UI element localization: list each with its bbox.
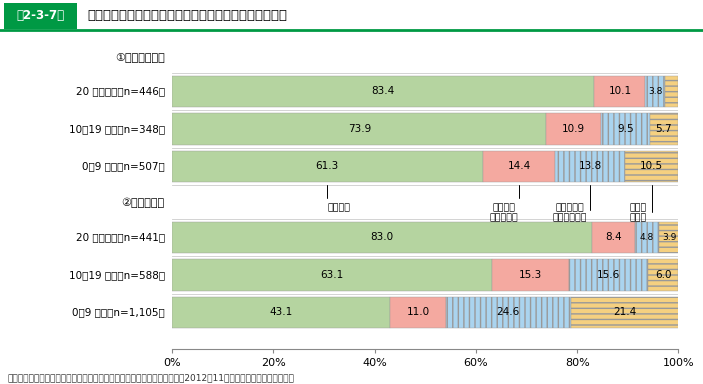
Text: 5.7: 5.7 <box>656 124 672 134</box>
Bar <box>482 151 555 182</box>
Text: 43.1: 43.1 <box>270 308 293 318</box>
Text: 4.8: 4.8 <box>640 233 654 242</box>
Text: 63.1: 63.1 <box>321 270 344 280</box>
Bar <box>659 222 679 253</box>
Bar <box>569 259 648 291</box>
Bar <box>172 151 482 182</box>
Bar <box>594 76 645 107</box>
Text: 3.8: 3.8 <box>648 87 662 96</box>
Text: 0～9 年前（n=507）: 0～9 年前（n=507） <box>82 161 165 171</box>
Bar <box>555 151 625 182</box>
Bar <box>546 113 602 145</box>
Bar <box>665 76 678 107</box>
Text: 20 年以上前（n=441）: 20 年以上前（n=441） <box>75 232 165 242</box>
Text: 14.4: 14.4 <box>508 161 531 171</box>
Text: 83.4: 83.4 <box>372 86 395 96</box>
Bar <box>390 297 446 328</box>
Text: 10.1: 10.1 <box>608 86 631 96</box>
Text: 息子・娘: 息子・娘 <box>328 185 351 212</box>
Bar <box>446 297 571 328</box>
Bar <box>602 113 650 145</box>
Bar <box>645 76 665 107</box>
Text: 第2-3-7図: 第2-3-7図 <box>16 9 65 22</box>
Text: 15.3: 15.3 <box>519 270 542 280</box>
Text: 0～9 年前（n=1,105）: 0～9 年前（n=1,105） <box>72 308 165 318</box>
Text: 73.9: 73.9 <box>348 124 371 134</box>
Text: 15.6: 15.6 <box>597 270 620 280</box>
Bar <box>172 76 594 107</box>
Text: 8.4: 8.4 <box>605 232 622 242</box>
Text: 規模別・事業承継時期別の現経営者と先代経営者の関係: 規模別・事業承継時期別の現経営者と先代経営者の関係 <box>88 9 288 22</box>
Text: 9.5: 9.5 <box>617 124 634 134</box>
Text: 13.8: 13.8 <box>579 161 602 171</box>
Text: 10～19 年前（n=588）: 10～19 年前（n=588） <box>68 270 165 280</box>
Text: ①小規模事業者: ①小規模事業者 <box>115 51 165 61</box>
Bar <box>625 151 678 182</box>
Bar <box>648 259 678 291</box>
Text: 社外の
第三者: 社外の 第三者 <box>629 185 652 222</box>
Bar <box>172 113 546 145</box>
Bar <box>593 222 635 253</box>
Text: 83.0: 83.0 <box>370 232 394 242</box>
Bar <box>172 297 390 328</box>
Text: 親族以外の
役員・従業員: 親族以外の 役員・従業員 <box>553 185 591 222</box>
Bar <box>571 297 679 328</box>
Text: 10.9: 10.9 <box>562 124 586 134</box>
Bar <box>491 259 569 291</box>
Text: 10～19 年前（n=348）: 10～19 年前（n=348） <box>68 124 165 134</box>
Text: 21.4: 21.4 <box>613 308 636 318</box>
Text: 資料：中小企業庁委色「中小企業の事業承継に関するアンケート調査」（2012年11月、（株）野村総合研究所）: 資料：中小企業庁委色「中小企業の事業承継に関するアンケート調査」（2012年11… <box>7 373 294 382</box>
Bar <box>650 113 678 145</box>
Bar <box>4 3 77 29</box>
Text: 20 年以上前（n=446）: 20 年以上前（n=446） <box>75 86 165 96</box>
Text: 6.0: 6.0 <box>655 270 671 280</box>
Bar <box>635 222 659 253</box>
Text: 息子・娘
以外の親族: 息子・娘 以外の親族 <box>489 185 519 222</box>
Text: 3.9: 3.9 <box>662 233 676 242</box>
Text: ②中規模企業: ②中規模企業 <box>122 197 165 208</box>
Bar <box>172 259 491 291</box>
Bar <box>172 222 593 253</box>
Text: 10.5: 10.5 <box>640 161 664 171</box>
Text: 11.0: 11.0 <box>406 308 430 318</box>
Text: 24.6: 24.6 <box>497 308 520 318</box>
Text: 61.3: 61.3 <box>316 161 339 171</box>
